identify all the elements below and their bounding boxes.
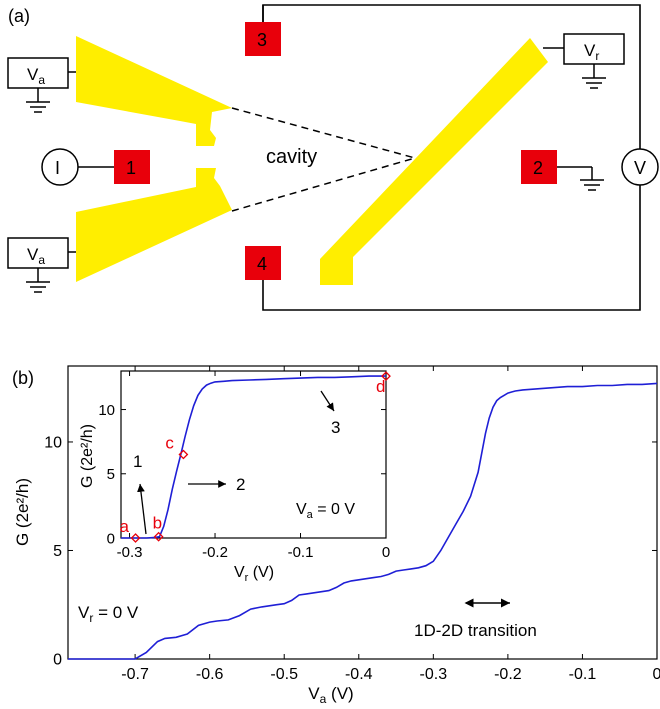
inset-ylabel: G (2e²/h) (79, 424, 96, 488)
inset-plot-frame (120, 370, 387, 539)
cavity-boundary-lower (231, 157, 416, 212)
x-tick-label: -0.1 (288, 544, 314, 561)
main-series-group (68, 382, 658, 660)
x-tick-label: -0.2 (494, 666, 522, 683)
contact-2-label: 2 (533, 158, 543, 178)
inset-axis-ticks: -0.3 -0.2 -0.1 0 0 5 10 (98, 371, 390, 561)
ground-icon (580, 167, 604, 191)
main-condition-label: Vr = 0 V (78, 603, 139, 625)
current-source-label: I (55, 158, 60, 178)
contact-4-label: 4 (257, 254, 267, 274)
marker-label-c: c (165, 434, 174, 453)
marker-label-a: a (120, 517, 130, 536)
vr-box (563, 33, 625, 65)
voltmeter-icon (621, 148, 659, 186)
arrow-3 (320, 390, 335, 412)
marker-a (130, 533, 141, 543)
y-tick-label: 5 (53, 543, 62, 560)
inset-series-group (121, 375, 386, 539)
va-bottom-box (7, 237, 69, 269)
inset-condition-label: Va = 0 V (296, 501, 355, 521)
current-source-icon (41, 148, 79, 186)
x-tick-label: -0.7 (121, 666, 149, 683)
y-tick-label: 0 (107, 530, 115, 547)
marker-label-d: d (376, 377, 385, 396)
va-top-label: Va (27, 65, 45, 87)
arrow-3-label: 3 (331, 418, 340, 437)
arrow-1 (137, 483, 147, 535)
x-tick-label: -0.2 (202, 544, 228, 561)
ground-icon (26, 88, 50, 113)
main-plot-frame (67, 365, 658, 660)
contact-3 (245, 22, 281, 56)
series-line (68, 382, 658, 660)
contact-2 (521, 150, 557, 184)
inset-markers-group: a b c d (120, 371, 391, 543)
main-xlabel: Va (V) (308, 684, 353, 706)
cavity-label: cavity (266, 146, 317, 168)
va-top-box (7, 57, 69, 89)
y-tick-label: 5 (107, 466, 115, 483)
arrow-1-label: 1 (133, 452, 142, 471)
vr-label: Vr (584, 41, 599, 63)
panel-b-label: (b) (12, 368, 34, 388)
panel-a-label: (a) (8, 6, 30, 26)
gate-lower-left (76, 168, 232, 282)
gate-upper-left (76, 36, 232, 146)
x-tick-label: -0.4 (345, 666, 373, 683)
x-tick-label: -0.6 (196, 666, 224, 683)
x-tick-label: 0 (653, 666, 660, 683)
marker-label-b: b (153, 514, 162, 533)
arrow-2-label: 2 (236, 475, 245, 494)
y-tick-label: 0 (53, 652, 62, 669)
marker-c (178, 449, 189, 460)
contact-4 (245, 246, 281, 280)
contact-1 (114, 150, 150, 184)
va-bottom-label: Va (27, 245, 45, 267)
x-tick-label: -0.3 (420, 666, 448, 683)
transition-label: 1D-2D transition (414, 621, 537, 640)
marker-d (381, 371, 391, 382)
main-ylabel: G (2e²/h) (13, 478, 32, 546)
x-tick-label: -0.3 (117, 544, 143, 561)
contact-1-label: 1 (126, 158, 136, 178)
gate-reflector (320, 38, 548, 285)
x-tick-label: 0 (382, 544, 390, 561)
marker-b (153, 531, 164, 542)
inset-xlabel: Vr (V) (234, 564, 274, 584)
contact-3-label: 3 (257, 30, 267, 50)
y-tick-label: 10 (98, 402, 115, 419)
cavity-boundary-upper (231, 107, 416, 159)
x-tick-label: -0.5 (270, 666, 298, 683)
x-tick-label: -0.1 (569, 666, 597, 683)
panel-a-schematic: (a) cavity Va Va Vr (7, 4, 659, 311)
voltmeter-label: V (634, 158, 646, 178)
y-tick-label: 10 (44, 435, 62, 452)
ground-icon (582, 64, 606, 89)
series-line (121, 375, 386, 539)
ground-icon (26, 268, 50, 293)
